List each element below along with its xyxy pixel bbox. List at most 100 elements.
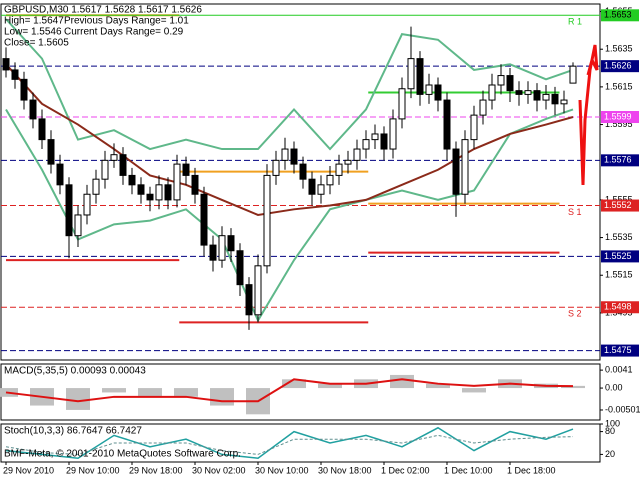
- info-text: Previous Days Range= 1.01: [64, 16, 189, 27]
- candle-body: [20, 78, 28, 101]
- macd-label: MACD(5,35,5) 0.00093 0.00043: [4, 366, 146, 377]
- candle-body: [191, 174, 199, 195]
- macd-bar: [282, 379, 306, 389]
- macd-bar: [390, 374, 414, 389]
- y-tick-label: 1.5535: [605, 232, 633, 242]
- stoch-panel-frame: [0, 423, 601, 463]
- y-tick-label: 1.5555: [605, 194, 633, 204]
- candle-body: [371, 133, 379, 141]
- candle-body: [218, 235, 226, 261]
- x-tick-label: 30 Nov 18:00: [318, 465, 372, 475]
- level-label-box: [601, 199, 639, 212]
- y-tick-label: 80: [605, 426, 615, 436]
- stoch-label: Stoch(10,3,3) 86.7647 66.7427: [4, 426, 142, 437]
- stoch-main: [5, 426, 574, 459]
- level-label: 1.5599: [604, 111, 632, 121]
- x-tick-label: 1 Dec 18:00: [507, 465, 556, 475]
- level-label-box: [601, 344, 639, 357]
- candle-body: [200, 193, 208, 246]
- candle-body: [452, 148, 460, 195]
- candle-body: [380, 133, 388, 150]
- level-label-box: [601, 301, 639, 314]
- candle-body: [38, 118, 46, 141]
- y-tick-label: 1.5615: [605, 81, 633, 91]
- y-tick-label: 0.0041: [605, 365, 633, 375]
- level-label-box: [601, 154, 639, 167]
- candle-body: [236, 250, 244, 286]
- candle-body: [443, 99, 451, 150]
- candle-body: [281, 148, 289, 161]
- overlay-line: [5, 108, 574, 323]
- candle-body: [74, 214, 82, 237]
- candle-body: [254, 265, 262, 316]
- candle-body: [470, 114, 478, 141]
- x-tick-label: 30 Nov 10:00: [255, 465, 309, 475]
- candle-body: [551, 93, 559, 105]
- level-label: 1.5475: [604, 345, 632, 355]
- header: GBPUSD,M30 1.5617 1.5628 1.5617 1.5626: [4, 5, 202, 16]
- macd-signal: [5, 378, 574, 403]
- macd-bar: [561, 385, 585, 389]
- level-label-box: [601, 60, 639, 73]
- info-text: Low= 1.5546: [4, 27, 62, 38]
- candle-body: [479, 99, 487, 116]
- candle-body: [398, 88, 406, 120]
- x-tick-label: 29 Nov 2010: [3, 465, 54, 475]
- candle-body: [11, 69, 19, 80]
- candle-body: [110, 154, 118, 161]
- candle-body: [83, 193, 91, 216]
- macd-bar: [462, 388, 486, 393]
- macd-bar: [318, 383, 342, 389]
- candle-body: [317, 184, 325, 195]
- y-tick-label: 1.5515: [605, 270, 633, 280]
- level-label: 1.5653: [604, 10, 632, 20]
- macd-bar: [138, 388, 162, 397]
- x-tick-label: 1 Dec 10:00: [444, 465, 493, 475]
- y-tick-label: -0.00501: [605, 404, 640, 414]
- candle-body: [362, 139, 370, 150]
- candle-body: [155, 184, 163, 201]
- x-tick-label: 30 Nov 02:00: [192, 465, 246, 475]
- candle-body: [173, 163, 181, 201]
- candle-body: [101, 159, 109, 180]
- candle-body: [524, 90, 532, 95]
- candle-body: [389, 118, 397, 150]
- x-tick-label: 1 Dec 02:00: [381, 465, 430, 475]
- level-label: 1.5626: [604, 61, 632, 71]
- level-name: S 1: [568, 207, 582, 217]
- level-label: 1.5525: [604, 251, 632, 261]
- candle-body: [299, 163, 307, 180]
- overlay-line: [5, 63, 574, 216]
- candle-body: [128, 174, 136, 186]
- main-panel-frame: [0, 3, 601, 361]
- candle-body: [434, 84, 442, 101]
- candle-body: [326, 174, 334, 186]
- y-tick-label: 20: [605, 449, 615, 459]
- candle-body: [569, 65, 577, 84]
- candle-body: [47, 139, 55, 165]
- stoch-signal: [5, 434, 574, 455]
- candle-body: [353, 148, 361, 161]
- x-tick-label: 29 Nov 10:00: [66, 465, 120, 475]
- plot-layer: 1.56551.56351.56151.55951.55551.55351.55…: [0, 6, 640, 475]
- macd-bar: [210, 388, 234, 406]
- candle-body: [119, 154, 127, 176]
- candle-body: [92, 178, 100, 195]
- candle-body: [209, 244, 217, 261]
- level-label: 1.5552: [604, 200, 632, 210]
- level-name: S 2: [568, 309, 582, 319]
- candle-body: [29, 99, 37, 120]
- candle-body: [335, 163, 343, 176]
- candle-body: [533, 90, 541, 101]
- candle-body: [56, 163, 64, 186]
- level-name: R 1: [568, 17, 582, 27]
- candle-body: [488, 84, 496, 101]
- candle-body: [227, 235, 235, 252]
- level-label-box: [601, 250, 639, 263]
- candle-body: [308, 178, 316, 195]
- candle-body: [65, 184, 73, 237]
- candle-body: [425, 84, 433, 95]
